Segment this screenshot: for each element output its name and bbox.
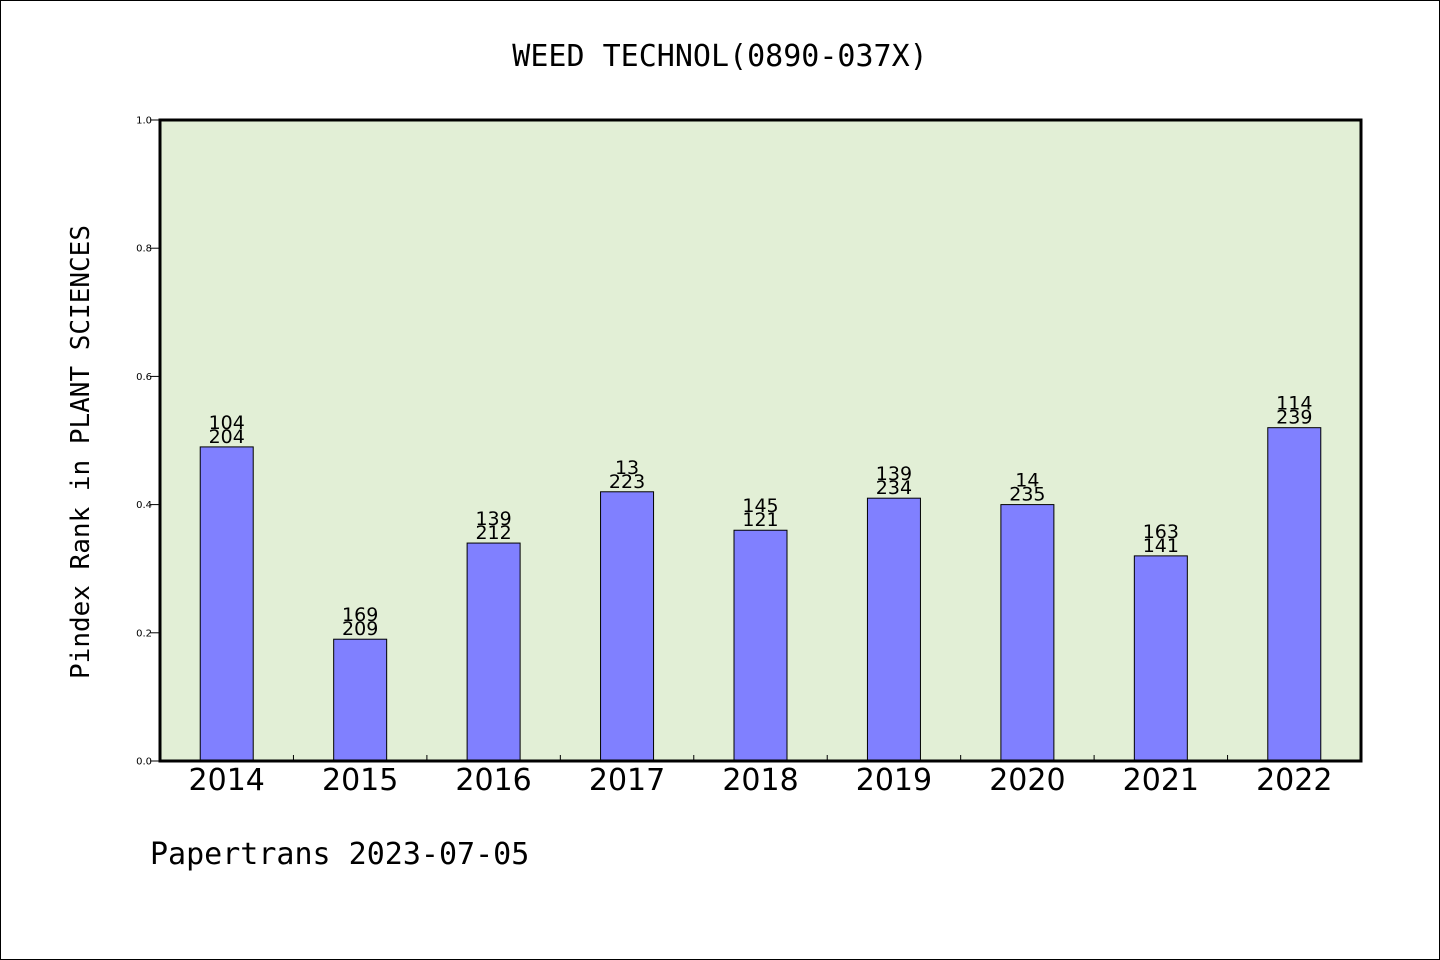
x-tick-label: 2017 (589, 763, 665, 798)
data-label-bottom: 239 (1276, 407, 1312, 429)
y-tick-label: 0.4 (136, 500, 152, 511)
data-label-bottom: 234 (876, 477, 912, 499)
data-label-top: 14 (1015, 470, 1039, 492)
data-label-top: 169 (342, 604, 378, 626)
x-tick-label: 2018 (722, 763, 798, 798)
bar (199, 446, 254, 762)
x-axis: 2014 2015 2016 2017 2018 2019 2020 2021 2022 (189, 755, 1332, 798)
y-tick-label: 0.6 (136, 372, 152, 383)
bar (1267, 427, 1322, 762)
y-axis: 0.0 0.2 0.4 0.6 0.8 1.0 (136, 116, 160, 768)
data-label-top: 145 (742, 495, 778, 517)
data-label-top: 114 (1276, 393, 1312, 415)
bar (1000, 504, 1055, 762)
data-label-bottom: 141 (1143, 535, 1179, 557)
x-tick-label: 2019 (856, 763, 932, 798)
data-label-bottom: 204 (209, 426, 245, 448)
x-tick-label: 2021 (1123, 763, 1199, 798)
data-label-bottom: 235 (1009, 484, 1045, 506)
bar (466, 542, 521, 762)
bar (333, 638, 388, 762)
bar (733, 529, 788, 762)
data-label-top: 139 (876, 463, 912, 485)
x-tick-label: 2020 (989, 763, 1065, 798)
data-label-top: 163 (1143, 521, 1179, 543)
data-label-bottom: 223 (609, 471, 645, 493)
x-tick-label: 2016 (455, 763, 531, 798)
y-tick-label: 0.8 (136, 244, 152, 255)
x-tick-label: 2014 (189, 763, 265, 798)
plot-border (158, 118, 1363, 763)
bar (1133, 555, 1188, 762)
y-tick-label: 0.2 (136, 628, 152, 639)
x-tick-label: 2015 (322, 763, 398, 798)
bar (866, 497, 921, 762)
y-tick-label: 0.0 (136, 757, 152, 768)
data-label-top: 13 (615, 457, 639, 479)
chart-title: WEED TECHNOL(0890-037X) (512, 39, 927, 74)
y-tick-label: 1.0 (136, 116, 152, 127)
footer-credit: Papertrans 2023-07-05 (150, 837, 529, 872)
data-label-bottom: 121 (742, 509, 778, 531)
data-label-bottom: 212 (475, 522, 511, 544)
data-label-bottom: 209 (342, 618, 378, 640)
data-label-top: 104 (209, 412, 245, 434)
data-label-top: 139 (475, 508, 511, 530)
x-tick-label: 2022 (1256, 763, 1332, 798)
bar (600, 491, 655, 762)
y-axis-label: Pindex Rank in PLANT SCIENCES (66, 225, 96, 679)
